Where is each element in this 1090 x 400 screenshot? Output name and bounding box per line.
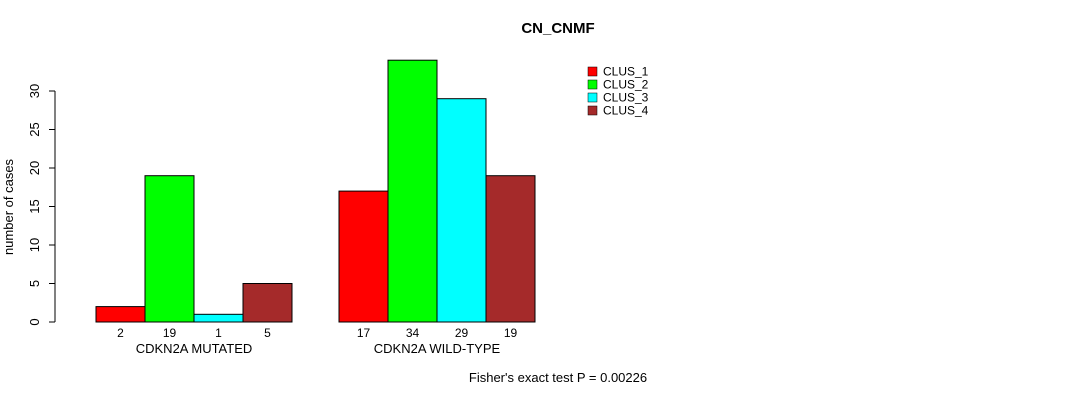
- bar-value-label: 5: [264, 326, 271, 340]
- legend-label-clus_4: CLUS_4: [603, 104, 649, 118]
- y-tick-label: 10: [27, 238, 42, 252]
- y-axis-label: number of cases: [1, 158, 16, 255]
- y-tick-label: 20: [27, 161, 42, 175]
- bars-group: [95, 59, 536, 323]
- y-tick-label: 15: [27, 199, 42, 213]
- x-category-labels: CDKN2A MUTATED CDKN2A WILD-TYPE: [136, 341, 501, 356]
- bar-clus_1-group2: [338, 190, 389, 323]
- bar-value-label: 1: [215, 326, 222, 340]
- bar-value-labels: 2 19 1 5 17 34 29 19: [117, 326, 517, 340]
- bar-clus_2-group2: [387, 59, 438, 323]
- bar-value-label: 34: [406, 326, 420, 340]
- bar-clus_4-group2: [485, 175, 536, 323]
- bar-clus_1-group1: [95, 306, 146, 323]
- bar-value-label: 19: [504, 326, 518, 340]
- bar-clus_2-group1: [144, 175, 195, 323]
- legend-label-clus_2: CLUS_2: [603, 78, 649, 92]
- y-tick-label: 0: [27, 318, 42, 325]
- y-tick-label: 5: [27, 280, 42, 287]
- x-category-label: CDKN2A WILD-TYPE: [374, 341, 501, 356]
- fisher-test-footnote: Fisher's exact test P = 0.00226: [469, 370, 647, 385]
- bar-clus_4-group1: [242, 283, 293, 323]
- legend-label-clus_3: CLUS_3: [603, 91, 649, 105]
- legend-swatch-clus_2: [587, 79, 598, 90]
- bar-value-label: 29: [455, 326, 469, 340]
- legend-swatch-clus_4: [587, 105, 598, 116]
- bar-value-label: 17: [357, 326, 371, 340]
- y-tick-label: 30: [27, 84, 42, 98]
- legend-swatch-clus_3: [587, 92, 598, 103]
- bar-clus_3-group2: [436, 98, 487, 323]
- bar-clus_3-group1: [193, 313, 244, 323]
- legend-swatch-clus_1: [587, 66, 598, 77]
- bar-value-label: 19: [163, 326, 177, 340]
- chart-title: CN_CNMF: [521, 20, 594, 37]
- x-category-label: CDKN2A MUTATED: [136, 341, 253, 356]
- y-axis: 0 5 10 15 20 25 30: [27, 84, 56, 326]
- bar-value-label: 2: [117, 326, 124, 340]
- legend-label-clus_1: CLUS_1: [603, 65, 649, 79]
- y-tick-label: 25: [27, 122, 42, 136]
